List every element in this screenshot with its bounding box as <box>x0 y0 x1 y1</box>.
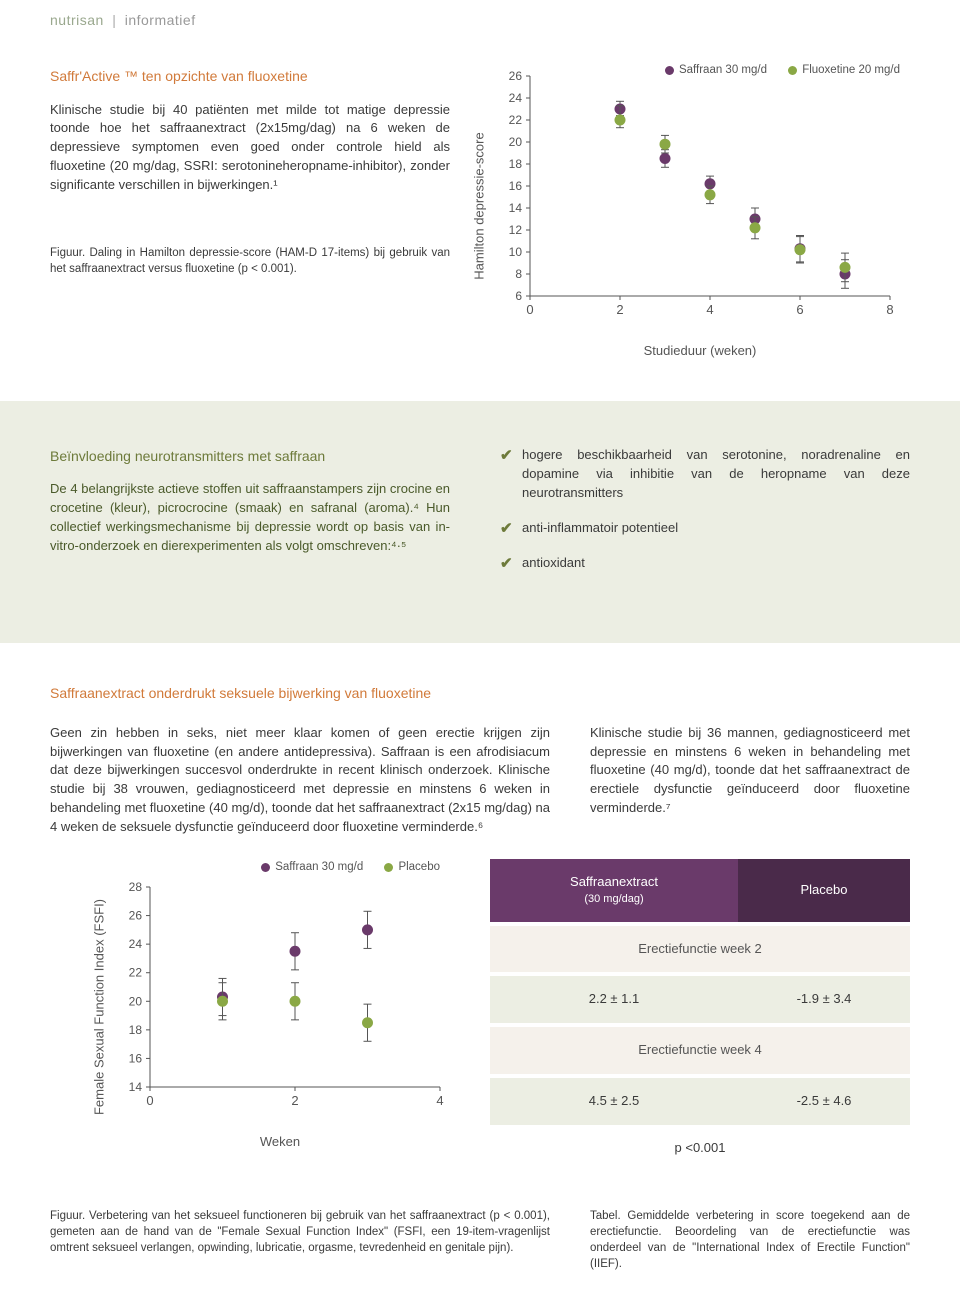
svg-text:20: 20 <box>129 995 143 1009</box>
svg-text:4: 4 <box>436 1093 443 1108</box>
svg-text:28: 28 <box>129 880 143 894</box>
svg-text:2: 2 <box>616 302 623 317</box>
svg-text:14: 14 <box>509 201 523 215</box>
cell: 2.2 ± 1.1 <box>490 976 738 1023</box>
p-value: p <0.001 <box>490 1125 910 1158</box>
svg-text:14: 14 <box>129 1080 143 1094</box>
check-icon: ✔ <box>500 521 522 536</box>
separator: | <box>112 12 116 28</box>
row-label: Erectiefunctie week 4 <box>490 1027 910 1074</box>
svg-text:18: 18 <box>509 157 523 171</box>
cell: -1.9 ± 3.4 <box>738 976 910 1023</box>
sec3-title: Saffraanextract onderdrukt seksuele bijw… <box>50 683 910 703</box>
sec1-caption: Figuur. Daling in Hamilton depressie-sco… <box>50 245 450 277</box>
svg-text:16: 16 <box>509 179 523 193</box>
svg-text:6: 6 <box>515 289 522 303</box>
sec1-title: Saffr'Active ™ ten opzichte van fluoxeti… <box>50 66 450 86</box>
svg-text:26: 26 <box>509 69 523 83</box>
olive-body: De 4 belangrijkste actieve stoffen uit s… <box>50 480 450 555</box>
page-header: nutrisan | informatief <box>0 0 960 36</box>
svg-text:8: 8 <box>515 267 522 281</box>
legend-label: Placebo <box>398 859 440 876</box>
chart2-ylabel: Female Sexual Function Index (FSFI) <box>91 899 110 1115</box>
chart2-xlabel: Weken <box>110 1133 450 1152</box>
erectile-table: Saffraanextract (30 mg/dag) Placebo Erec… <box>490 859 910 1125</box>
cell: 4.5 ± 2.5 <box>490 1078 738 1125</box>
svg-text:24: 24 <box>509 91 523 105</box>
legend-label: Saffraan 30 mg/d <box>275 859 363 876</box>
hamilton-chart: 6810121416182022242602468 <box>490 76 890 320</box>
caption-right: Tabel. Gemiddelde verbetering in score t… <box>590 1208 910 1272</box>
svg-text:2: 2 <box>291 1093 298 1108</box>
svg-text:4: 4 <box>706 302 713 317</box>
cell: -2.5 ± 4.6 <box>738 1078 910 1125</box>
sec3-right-body: Klinische studie bij 36 mannen, gediagno… <box>590 724 910 818</box>
caption-left: Figuur. Verbetering van het seksueel fun… <box>50 1208 550 1272</box>
check-list: ✔hogere beschikbaarheid van serotonine, … <box>500 446 910 572</box>
brand: nutrisan <box>50 12 104 28</box>
chart2-legend: Saffraan 30 mg/d Placebo <box>110 859 440 878</box>
svg-text:22: 22 <box>129 966 143 980</box>
svg-text:8: 8 <box>886 302 893 317</box>
chart1-ylabel: Hamilton depressie-score <box>471 133 490 280</box>
chart1-xlabel: Studieduur (weken) <box>490 342 910 361</box>
svg-text:20: 20 <box>509 135 523 149</box>
svg-text:26: 26 <box>129 909 143 923</box>
header-sub: informatief <box>125 12 196 28</box>
check-icon: ✔ <box>500 556 522 571</box>
check-item: ✔antioxidant <box>500 554 910 573</box>
th-placebo: Placebo <box>738 859 910 922</box>
svg-text:16: 16 <box>129 1052 143 1066</box>
check-item: ✔anti-inflammatoir potentieel <box>500 519 910 538</box>
svg-text:6: 6 <box>796 302 803 317</box>
check-text: anti-inflammatoir potentieel <box>522 519 678 538</box>
olive-title: Beïnvloeding neurotransmitters met saffr… <box>50 446 450 466</box>
svg-text:10: 10 <box>509 245 523 259</box>
svg-text:0: 0 <box>526 302 533 317</box>
fsfi-chart: 1416182022242628024 <box>110 887 440 1111</box>
check-icon: ✔ <box>500 448 522 463</box>
svg-text:22: 22 <box>509 113 523 127</box>
check-text: antioxidant <box>522 554 585 573</box>
th-extract: Saffraanextract (30 mg/dag) <box>490 859 738 922</box>
svg-text:0: 0 <box>146 1093 153 1108</box>
svg-text:24: 24 <box>129 937 143 951</box>
sec1-body: Klinische studie bij 40 patiënten met mi… <box>50 101 450 195</box>
svg-text:18: 18 <box>129 1023 143 1037</box>
check-text: hogere beschikbaarheid van serotonine, n… <box>522 446 910 503</box>
row-label: Erectiefunctie week 2 <box>490 926 910 973</box>
sec3-left-body: Geen zin hebben in seks, niet meer klaar… <box>50 724 550 837</box>
check-item: ✔hogere beschikbaarheid van serotonine, … <box>500 446 910 503</box>
svg-text:12: 12 <box>509 223 523 237</box>
